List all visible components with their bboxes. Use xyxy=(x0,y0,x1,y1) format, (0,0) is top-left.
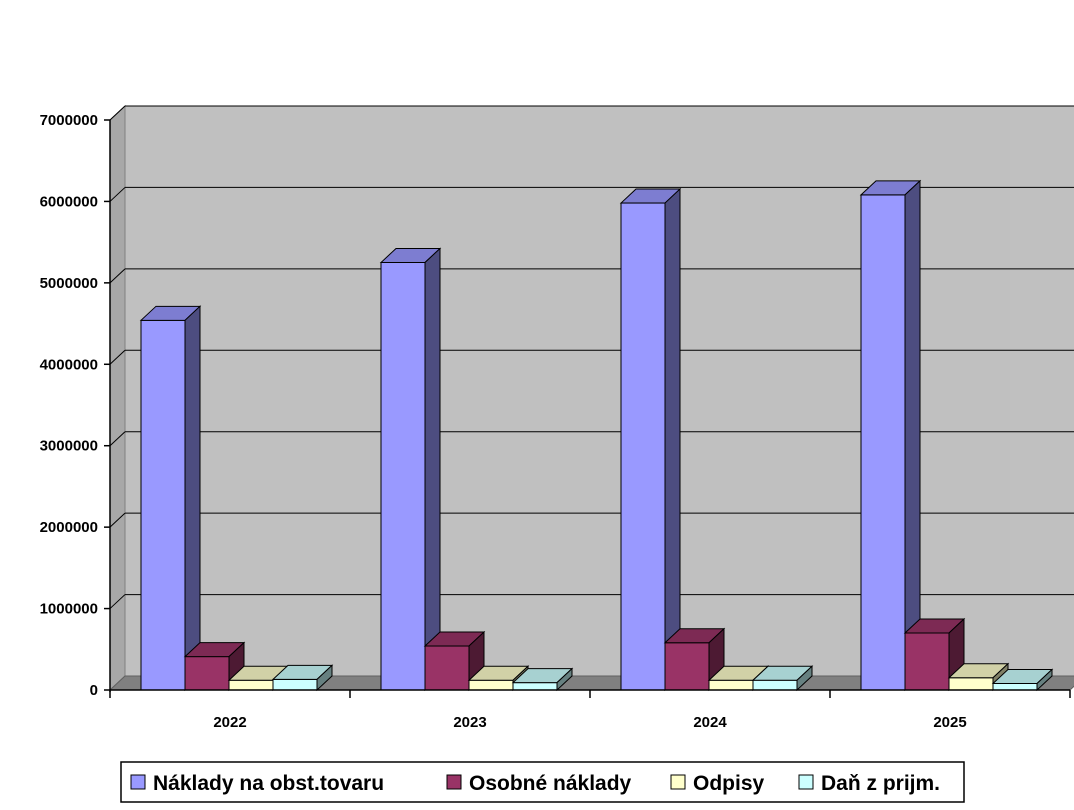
x-tick-label: 2022 xyxy=(213,714,246,731)
bar xyxy=(664,642,710,691)
bar xyxy=(992,682,1038,691)
bar-side xyxy=(1036,668,1053,692)
bar xyxy=(468,679,514,691)
gridline xyxy=(109,512,126,528)
gridline xyxy=(109,594,126,609)
gridline xyxy=(109,105,126,121)
y-tick-label: 3000000 xyxy=(40,438,98,455)
gridline xyxy=(109,187,126,202)
bar xyxy=(620,202,666,691)
gridline xyxy=(109,349,126,365)
y-tick-label: 4000000 xyxy=(40,356,98,373)
bar xyxy=(140,319,186,691)
legend-swatch xyxy=(130,774,146,790)
y-tick-label: 2000000 xyxy=(40,519,98,536)
bar xyxy=(424,645,470,691)
x-tick-label: 2023 xyxy=(453,714,486,731)
gridline xyxy=(109,431,126,447)
legend-swatch xyxy=(446,774,462,790)
y-tick-label: 7000000 xyxy=(40,112,98,129)
legend-swatch xyxy=(798,774,814,790)
bar xyxy=(708,679,754,691)
bar-side xyxy=(904,179,921,692)
bar-side xyxy=(556,667,573,692)
bar-side xyxy=(424,247,441,692)
bar xyxy=(228,679,274,691)
y-tick-label: 1000000 xyxy=(40,601,98,618)
bar-side xyxy=(664,187,681,692)
bar xyxy=(752,679,798,691)
bar xyxy=(184,656,230,691)
bar-side xyxy=(184,305,201,692)
x-tick-label: 2024 xyxy=(693,714,727,731)
bar xyxy=(272,678,318,691)
side-wall xyxy=(109,104,126,692)
bar-side xyxy=(316,664,333,692)
x-tick-label: 2025 xyxy=(933,714,966,731)
gridline xyxy=(109,268,126,284)
y-tick-label: 0 xyxy=(90,682,98,699)
y-tick-label: 6000000 xyxy=(40,193,98,210)
legend-swatch xyxy=(670,774,686,790)
bar xyxy=(904,632,950,691)
bar xyxy=(860,194,906,691)
bar-side xyxy=(796,665,813,692)
legend-label: Daň z prijm. xyxy=(821,772,940,795)
legend xyxy=(120,761,965,803)
y-tick-label: 5000000 xyxy=(40,275,98,292)
bar xyxy=(948,677,994,691)
legend-label: Náklady na obst.tovaru xyxy=(153,772,384,795)
legend-label: Osobné náklady xyxy=(469,772,632,795)
bar xyxy=(512,682,558,691)
back-wall xyxy=(124,105,1074,677)
bar xyxy=(380,262,426,691)
legend-label: Odpisy xyxy=(693,772,765,795)
